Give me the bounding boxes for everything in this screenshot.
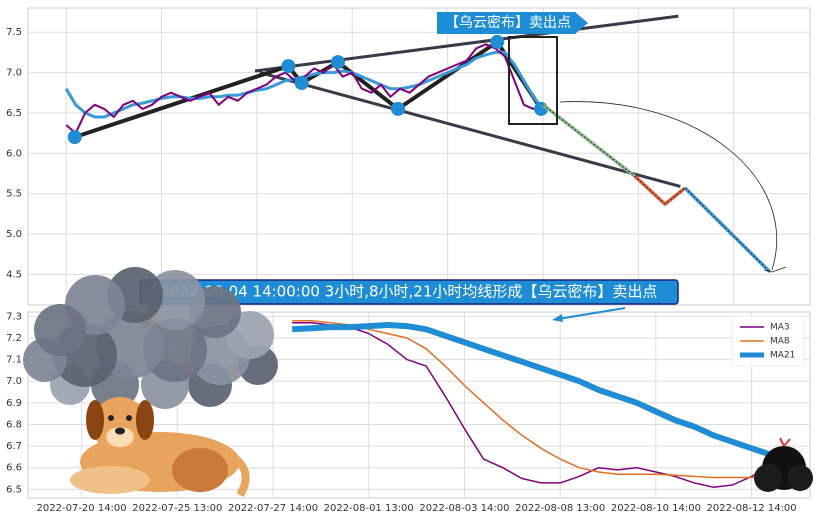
series-line [65, 43, 544, 135]
arc [559, 101, 778, 271]
dog-paws [70, 466, 150, 494]
y-tick-label: 7.5 [6, 27, 22, 38]
y-tick-label: 6.8 [6, 419, 22, 430]
illustrations [23, 267, 813, 498]
y-tick-label: 6.7 [6, 441, 22, 452]
projection-dash [634, 175, 686, 205]
x-tick-label: 2022-08-03 14:00 [419, 503, 509, 514]
annotation-pointer-head [552, 314, 563, 322]
pivot-marker [330, 55, 345, 70]
legend-label: MA8 [770, 337, 790, 347]
annotation-pointer [557, 307, 626, 320]
trend-line [259, 71, 681, 188]
bomb [754, 464, 782, 492]
bomb-spark [779, 437, 791, 447]
y-tick-label: 7.2 [6, 333, 22, 344]
projection-dash [542, 104, 635, 177]
x-tick-label: 2022-08-08 13:00 [515, 503, 605, 514]
x-tick-label: 2022-08-12 14:00 [707, 503, 797, 514]
y-tick-label: 6.9 [6, 398, 22, 409]
dog-tail [227, 451, 250, 498]
legend-label: MA21 [770, 351, 795, 361]
y-tick-label: 4.5 [6, 269, 22, 280]
dog-ear [86, 400, 104, 440]
y-tick-label: 5.5 [6, 189, 22, 200]
series-line [292, 319, 771, 479]
series-line [292, 322, 772, 488]
dog-spot [172, 448, 228, 492]
y-tick-label: 6.0 [6, 148, 22, 159]
y-tick-label: 6.6 [6, 463, 22, 474]
highlight-box [508, 36, 558, 125]
pivot-marker [67, 130, 82, 145]
y-tick-label: 5.0 [6, 229, 22, 240]
cloud-puff [34, 304, 86, 356]
series-line [292, 322, 772, 458]
dog-snout [106, 427, 134, 447]
dog-eye [108, 415, 114, 421]
arc-head [763, 266, 787, 273]
projection-line [683, 186, 772, 274]
y-tick-label: 7.3 [6, 311, 22, 322]
pivot-marker [294, 76, 309, 91]
legend-label: MA3 [770, 323, 790, 333]
y-tick-label: 6.5 [6, 108, 22, 119]
annotation: 【乌云密布】卖出点 [445, 14, 571, 31]
dog-nose [115, 427, 125, 435]
y-tick-label: 7.0 [6, 68, 22, 79]
pivot-marker [490, 34, 505, 49]
pivot-marker [391, 101, 406, 116]
y-tick-label: 7.1 [6, 355, 22, 366]
dog-head [92, 397, 148, 453]
x-tick-label: 2022-08-10 14:00 [611, 503, 701, 514]
annotation: 2022-08-04 14:00:00 3小时,8小时,21小时均线形成【乌云密… [161, 283, 658, 301]
y-tick-label: 7.0 [6, 376, 22, 387]
dog-ear [136, 400, 154, 440]
x-tick-label: 2022-07-25 13:00 [132, 503, 222, 514]
dog-eye [126, 415, 132, 421]
y-tick-label: 6.5 [6, 484, 22, 495]
bomb [787, 465, 813, 491]
plot-area [27, 7, 811, 306]
trend-line [254, 14, 679, 73]
annotation-arrow [437, 12, 588, 34]
pivot-marker [281, 59, 296, 74]
x-tick-label: 2022-07-20 14:00 [37, 503, 127, 514]
x-tick-label: 2022-08-01 13:00 [324, 503, 414, 514]
x-tick-label: 2022-07-27 14:00 [228, 503, 318, 514]
